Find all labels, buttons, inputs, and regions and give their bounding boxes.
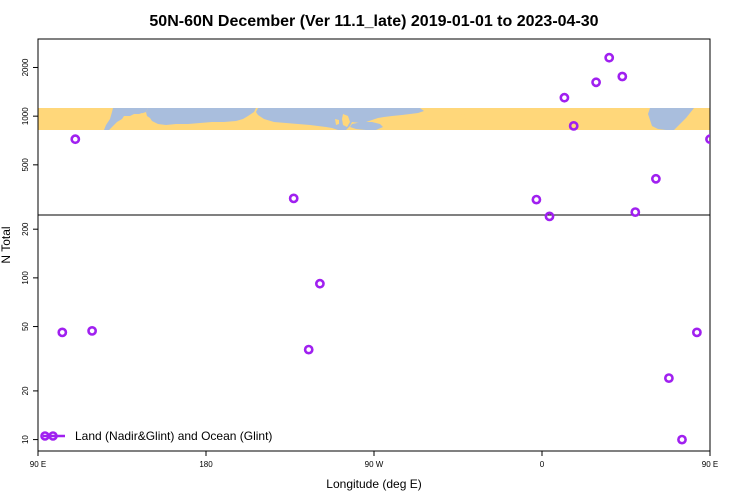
legend-label: Land (Nadir&Glint) and Ocean (Glint) [75,429,272,443]
y-axis-label: N Total [0,226,13,263]
data-point-0-11 [604,52,615,63]
y-axis: 10 20 50 100 200 500 1000 2000 [21,58,38,444]
data-point-0-10 [591,77,601,88]
data-point-0-13 [630,207,641,217]
x-tick-label-1: 180 [199,460,213,469]
data-point-0-12 [617,71,628,82]
y-tick-label-1: 20 [21,386,30,395]
map-ocean-3 [256,108,424,130]
data-point-0-17 [692,327,702,338]
data-point-0-5 [314,278,325,289]
chart-title: 50N-60N December (Ver 11.1_late) 2019-01… [149,13,598,30]
map-land-1 [136,113,146,127]
map-land-2 [342,114,350,127]
data-points [57,52,743,445]
data-point-0-16 [677,434,687,445]
data-point-0-19 [736,327,743,334]
data-point-0-4 [303,344,314,355]
map-land-5 [441,112,448,121]
data-point-0-1 [70,134,81,145]
data-point-0-14 [651,173,661,184]
y-tick-label-4: 200 [21,222,30,236]
plot-frame [37,38,711,452]
data-point-0-3 [288,193,299,204]
legend: Land (Nadir&Glint) and Ocean (Glint) [40,429,272,443]
y-tick-label-6: 1000 [21,107,30,125]
world-map-strip [38,108,710,130]
data-point-0-9 [568,121,579,131]
map-ocean-4 [350,122,383,130]
data-point-0-6 [531,194,542,205]
map-ocean-2 [146,108,256,125]
map-land-6 [460,114,467,120]
x-tick-label-4: 90 E [702,460,718,469]
x-axis: 90 E 180 90 W 0 90 E [30,451,718,469]
data-point-0-15 [664,373,674,383]
y-tick-label-0: 10 [21,435,30,444]
y-tick-label-2: 50 [21,322,30,331]
data-point-0-18 [705,134,710,145]
x-tick-label-0: 90 E [30,460,46,469]
map-ocean-5 [648,108,694,130]
legend-marker-2 [48,431,58,441]
y-tick-label-3: 100 [21,271,30,285]
x-axis-label: Longitude (deg E) [326,477,421,491]
map-land-3 [335,119,339,125]
data-point-0-8 [559,92,570,103]
data-point-0-0 [57,327,68,338]
map-ocean-1 [104,108,148,130]
map-land-4 [431,115,438,124]
data-point-0-7 [544,211,555,222]
x-tick-label-2: 90 W [365,460,384,469]
x-tick-label-3: 0 [540,460,545,469]
data-point-0-2 [87,325,97,336]
y-tick-label-5: 500 [21,158,30,172]
y-tick-label-7: 2000 [21,58,30,76]
